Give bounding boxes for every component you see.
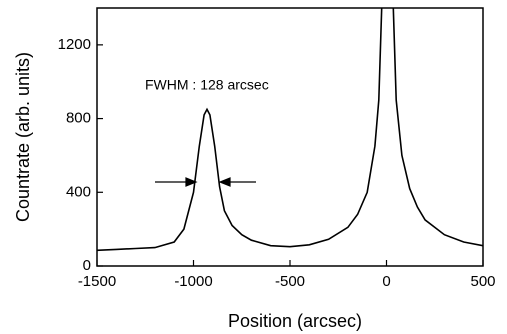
y-tick-label: 0 [83,257,91,274]
y-tick-label: 400 [66,183,91,200]
x-tick-label: -500 [275,273,305,290]
data-line [97,8,483,252]
x-axis-label: Position (arcsec) [228,311,362,331]
x-tick-label: 500 [470,273,495,290]
annotation: FWHM : 128 arcsec [145,77,269,93]
plot-frame [96,7,484,267]
x-tick-label: -1000 [174,273,212,290]
y-tick-label: 1200 [58,36,91,53]
fwhm-arrows [155,177,256,187]
x-tick-label: -1500 [78,273,116,290]
x-tick-label: 0 [382,273,390,290]
y-tick-label: 800 [66,110,91,127]
y-axis-label: Countrate (arb. units) [13,52,33,222]
